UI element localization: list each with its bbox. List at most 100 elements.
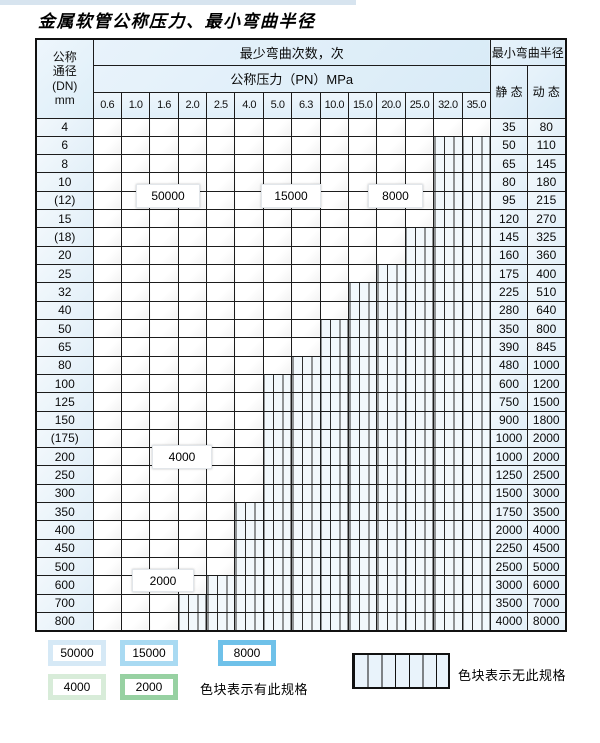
- no-spec-cell: [404, 300, 435, 320]
- no-spec-cell: [461, 172, 491, 192]
- no-spec-cell: [319, 392, 350, 412]
- spec-cell: [234, 355, 264, 375]
- no-spec-cell: [404, 318, 435, 339]
- no-spec-cell: [348, 300, 378, 320]
- dynamic-radius-cell: 2500: [526, 465, 567, 485]
- spec-cell: [177, 355, 208, 375]
- no-spec-cell: [376, 593, 406, 613]
- spec-cell: [120, 154, 151, 174]
- no-spec-cell: [433, 538, 463, 559]
- spec-cell: [149, 227, 179, 247]
- static-radius-cell: 225: [489, 282, 528, 302]
- no-spec-cell: [348, 318, 378, 339]
- no-spec-cell: [376, 502, 406, 522]
- pressure-column-header: 1.0: [120, 91, 151, 119]
- spec-cell: [234, 465, 264, 485]
- spec-cell: [348, 245, 378, 266]
- no-spec-cell: [461, 447, 491, 467]
- spec-cell: [376, 135, 406, 156]
- static-radius-cell: 65: [489, 154, 528, 174]
- spec-cell: [120, 502, 151, 522]
- pressure-column-header: 20.0: [376, 91, 406, 119]
- dynamic-radius-cell: 1200: [526, 373, 567, 394]
- table-row: 4 35 80: [35, 117, 567, 137]
- spec-cell: [92, 117, 122, 137]
- no-spec-cell: [461, 502, 491, 522]
- spec-cell: [177, 373, 208, 394]
- spec-cell: [404, 154, 435, 174]
- spec-cell: [348, 154, 378, 174]
- dynamic-radius-cell: 6000: [526, 575, 567, 595]
- static-radius-cell: 750: [489, 392, 528, 412]
- spec-cell: [149, 154, 179, 174]
- no-spec-cell: [319, 373, 350, 394]
- table-row: 50 350 800: [35, 318, 567, 339]
- spec-cell: [206, 190, 236, 211]
- spec-cell: [92, 245, 122, 266]
- dn-value-cell: 700: [35, 593, 94, 613]
- spec-cell: [376, 154, 406, 174]
- dynamic-radius-cell: 4000: [526, 520, 567, 540]
- table-row: 80 480 1000: [35, 355, 567, 375]
- spec-cell: [376, 209, 406, 229]
- bend-cycles-header: 最少弯曲次数，次: [92, 38, 491, 66]
- no-spec-cell: [376, 556, 406, 577]
- no-spec-cell: [291, 355, 321, 375]
- table-row: 65 390 845: [35, 337, 567, 357]
- dynamic-radius-cell: 270: [526, 209, 567, 229]
- spec-cell: [206, 556, 236, 577]
- spec-cell: [319, 209, 350, 229]
- spec-cell: [319, 117, 350, 137]
- spec-cell: [206, 355, 236, 375]
- no-spec-cell: [461, 355, 491, 375]
- spec-cell: [291, 337, 321, 357]
- spec-cell: [120, 392, 151, 412]
- dn-column-header-line: 通径: [52, 64, 77, 79]
- no-spec-cell: [348, 428, 378, 449]
- no-spec-cell: [348, 392, 378, 412]
- dn-value-cell: 80: [35, 355, 94, 375]
- no-spec-cell: [348, 282, 378, 302]
- spec-cell: [177, 465, 208, 485]
- dynamic-radius-cell: 3000: [526, 483, 567, 504]
- table-row: (175) 1000 2000: [35, 428, 567, 449]
- zone-label-2000: 2000: [132, 569, 194, 592]
- spec-cell: [319, 263, 350, 284]
- spec-cell: [149, 300, 179, 320]
- no-spec-cell: [376, 355, 406, 375]
- no-spec-cell: [404, 373, 435, 394]
- no-spec-cell: [348, 611, 378, 632]
- no-spec-cell: [262, 593, 293, 613]
- spec-cell: [206, 154, 236, 174]
- table-row: 25 175 400: [35, 263, 567, 284]
- spec-cell: [291, 318, 321, 339]
- spec-cell: [319, 135, 350, 156]
- dn-value-cell: 800: [35, 611, 94, 632]
- spec-cell: [319, 172, 350, 192]
- spec-cell: [234, 410, 264, 430]
- spec-cell: [149, 318, 179, 339]
- no-spec-cell: [404, 483, 435, 504]
- spec-cell: [92, 227, 122, 247]
- no-spec-cell: [433, 135, 463, 156]
- no-spec-cell: [319, 355, 350, 375]
- no-spec-cell: [376, 538, 406, 559]
- static-radius-cell: 160: [489, 245, 528, 266]
- spec-cell: [262, 154, 293, 174]
- no-spec-cell: [461, 209, 491, 229]
- spec-cell: [92, 318, 122, 339]
- nominal-pressure-header: 公称压力（PN）MPa: [92, 64, 491, 93]
- no-spec-cell: [433, 520, 463, 540]
- no-spec-cell: [348, 575, 378, 595]
- spec-cell: [348, 135, 378, 156]
- no-spec-cell: [234, 556, 264, 577]
- spec-cell: [206, 428, 236, 449]
- legend-has-spec-text: 色块表示有此规格: [200, 682, 309, 697]
- static-column-header: 静 态: [489, 64, 528, 119]
- spec-cell: [234, 117, 264, 137]
- spec-cell: [92, 410, 122, 430]
- pressure-column-header: 15.0: [348, 91, 378, 119]
- spec-cell: [262, 117, 293, 137]
- spec-cell: [206, 263, 236, 284]
